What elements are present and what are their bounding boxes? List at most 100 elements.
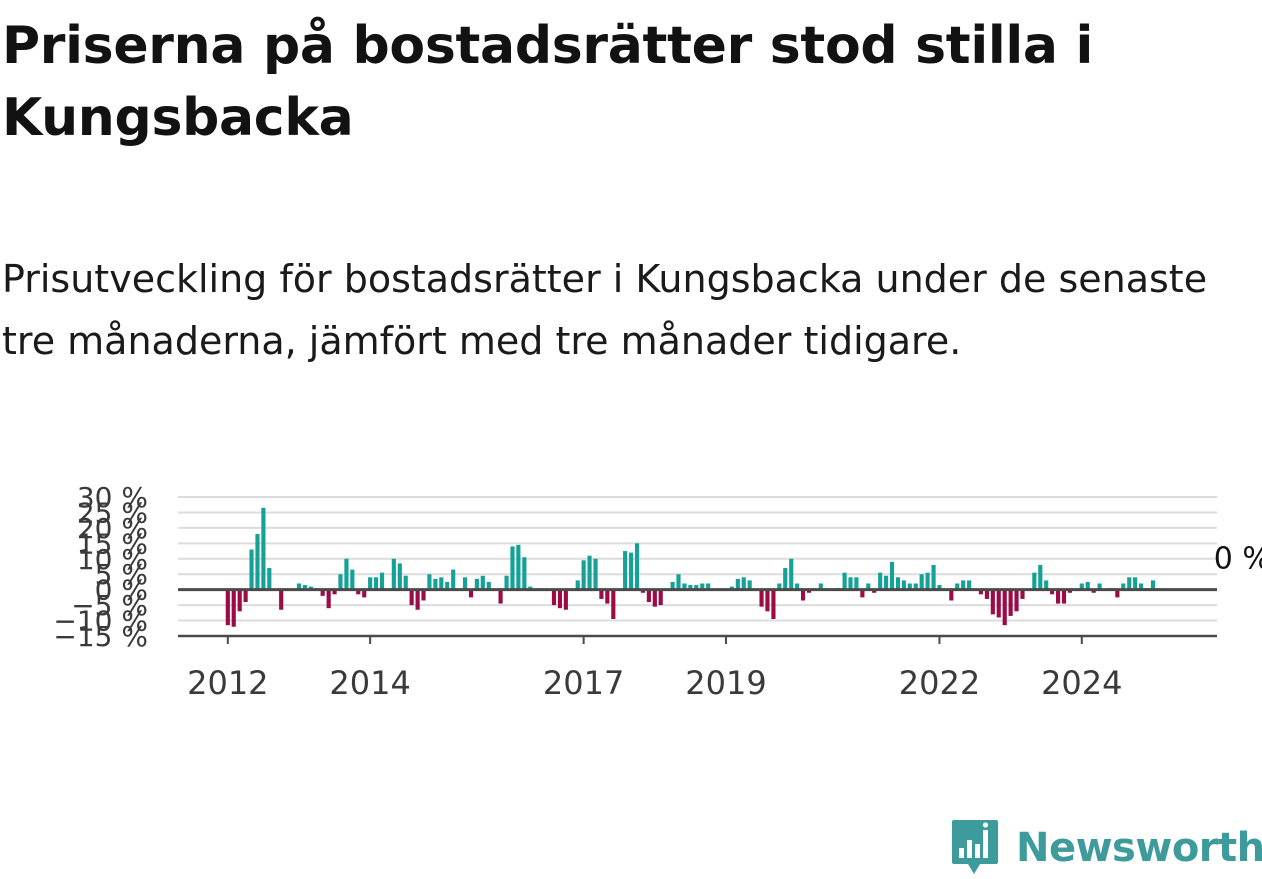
bar-positive xyxy=(1038,564,1043,590)
bar-positive xyxy=(955,583,960,590)
bar-negative xyxy=(1091,589,1096,593)
bar-positive xyxy=(629,552,634,590)
bar-positive xyxy=(439,577,444,590)
bar-positive xyxy=(747,580,752,590)
bar-positive xyxy=(587,555,592,590)
y-tick-label: 30 % xyxy=(77,481,148,514)
bar-positive xyxy=(249,549,254,590)
bar-positive xyxy=(261,507,266,590)
bar-negative xyxy=(1014,589,1019,612)
bar-negative xyxy=(362,589,367,598)
bar-positive xyxy=(913,583,918,590)
bar-positive xyxy=(391,558,396,590)
brand-logo[interactable]: Newsworthy xyxy=(950,818,1262,878)
y-tick-label: 15 % xyxy=(77,527,148,560)
bar-negative xyxy=(658,589,663,606)
last-value-label: 0 % xyxy=(1214,542,1262,577)
bar-positive xyxy=(1121,583,1126,590)
bar-positive xyxy=(593,558,598,590)
bar-negative xyxy=(984,589,989,599)
bar-negative xyxy=(872,589,877,593)
bar-positive xyxy=(379,572,385,590)
bar-positive xyxy=(682,583,687,590)
bar-positive xyxy=(528,586,533,590)
bar-positive xyxy=(783,568,788,590)
bar-positive xyxy=(451,569,456,590)
bar-negative xyxy=(806,589,812,593)
bar-positive xyxy=(931,564,936,590)
bar-positive xyxy=(818,583,823,590)
bar-negative xyxy=(1056,589,1061,604)
bar-positive xyxy=(842,572,847,590)
bar-positive xyxy=(338,574,343,590)
bar-negative xyxy=(611,589,616,620)
bar-positive xyxy=(961,580,966,590)
bar-negative xyxy=(409,589,414,606)
bar-negative xyxy=(563,589,568,610)
bar-positive xyxy=(1085,581,1090,590)
bar-positive xyxy=(462,577,468,590)
bar-negative xyxy=(498,589,503,604)
bar-negative xyxy=(557,589,563,609)
y-tick-label: −10 % xyxy=(53,605,148,638)
bar-positive xyxy=(427,574,432,590)
bar-chart-speech-bubble-icon xyxy=(952,820,998,874)
y-tick-label: 25 % xyxy=(77,496,148,529)
bar-positive xyxy=(884,575,889,590)
bar-negative xyxy=(332,589,337,595)
bar-positive xyxy=(967,580,972,590)
bar-positive xyxy=(735,578,740,590)
bar-positive xyxy=(878,572,883,590)
x-tick-label: 2019 xyxy=(685,664,766,702)
bar-negative xyxy=(468,589,474,598)
bar-positive xyxy=(789,558,794,590)
bar-positive xyxy=(1097,583,1102,590)
bar-negative xyxy=(1008,589,1013,616)
bar-positive xyxy=(1079,583,1084,590)
bar-positive xyxy=(1044,580,1049,590)
y-tick-label: 5 % xyxy=(95,558,148,591)
bar-positive xyxy=(1133,577,1138,590)
bar-positive xyxy=(433,578,438,590)
bar-positive xyxy=(581,560,586,590)
chart-subtitle: Prisutveckling för bostadsrätter i Kungs… xyxy=(2,257,1208,363)
bar-positive xyxy=(516,544,521,590)
bar-negative xyxy=(860,589,865,598)
bar-positive xyxy=(623,551,628,590)
bar-positive xyxy=(575,580,580,590)
bar-negative xyxy=(421,589,426,601)
bar-positive xyxy=(777,583,782,590)
bar-positive xyxy=(895,577,901,590)
bar-negative xyxy=(1115,589,1120,598)
x-tick-label: 2012 xyxy=(187,664,268,702)
bar-positive xyxy=(267,568,272,590)
brand-name: Newsworthy xyxy=(1016,825,1262,871)
bar-positive xyxy=(854,577,859,590)
bar-positive xyxy=(1127,577,1132,590)
bar-positive xyxy=(670,581,675,590)
bar-positive xyxy=(255,534,260,590)
bar-negative xyxy=(243,589,248,603)
bar-negative xyxy=(978,589,984,595)
bar-positive xyxy=(901,580,906,590)
bar-positive xyxy=(373,577,379,590)
bar-negative xyxy=(1050,589,1055,595)
bar-negative xyxy=(225,589,230,626)
bar-negative xyxy=(652,589,657,607)
bar-positive xyxy=(445,581,450,590)
bar-negative xyxy=(990,589,995,615)
bar-positive xyxy=(729,586,734,590)
y-tick-label: 0 % xyxy=(95,574,148,607)
bar-negative xyxy=(759,589,764,607)
x-tick-label: 2017 xyxy=(543,664,624,702)
chart-title: Priserna på bostadsrätter stod stilla i … xyxy=(2,16,1094,148)
bar-positive xyxy=(866,583,871,590)
y-tick-label: 20 % xyxy=(77,512,148,545)
x-tick-label: 2022 xyxy=(899,664,980,702)
bar-positive xyxy=(308,586,313,590)
bar-positive xyxy=(474,578,479,590)
bar-negative xyxy=(765,589,770,612)
bar-negative xyxy=(326,589,331,609)
bar-negative xyxy=(605,589,610,604)
bar-positive xyxy=(296,583,302,590)
